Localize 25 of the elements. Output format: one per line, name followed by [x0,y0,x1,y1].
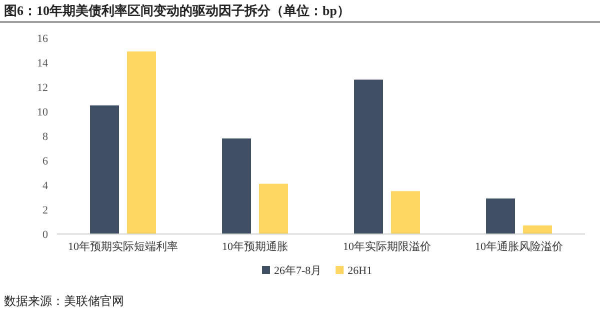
y-tick-label: 6 [42,156,48,168]
y-tick-label: 14 [37,58,48,70]
bar [127,51,156,234]
bar [354,80,383,234]
x-tick-label: 10年预期实际短端利率 [68,240,178,253]
y-tick-label: 8 [42,131,48,143]
y-tick-label: 4 [42,180,48,192]
bar [222,138,251,234]
x-tick-label: 10年预期通胀 [222,240,288,253]
legend-label: 26年7-8月 [274,265,322,277]
x-tick-label: 10年通胀风险溢价 [475,240,563,253]
source-note: 数据来源：美联储官网 [4,294,124,308]
x-tick-label: 10年实际期限溢价 [343,240,431,253]
bar [90,105,119,234]
y-tick-label: 0 [42,229,48,241]
bar [259,184,288,234]
bar [391,191,420,234]
y-tick-label: 16 [37,33,48,45]
y-tick-label: 12 [37,82,48,94]
y-tick-label: 10 [37,106,48,118]
y-tick-label: 2 [42,204,48,216]
chart-title: 图6：10年期美债利率区间变动的驱动因子拆分（单位：bp） [4,3,350,18]
bar [523,225,552,234]
legend-label: 26H1 [348,265,372,277]
bar [486,198,515,234]
